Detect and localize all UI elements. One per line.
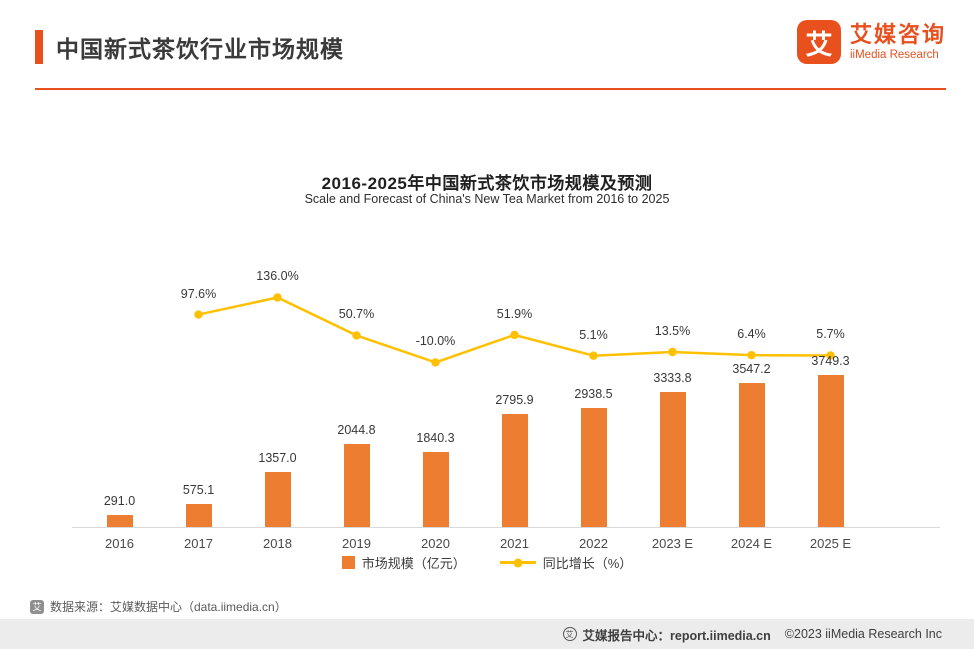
bar-2016 [106,515,133,527]
growth-point [194,310,203,319]
legend-item-yoy-growth: 同比增长（%） [499,553,633,572]
x-axis-label: 2023 E [651,536,694,551]
chart-title: 2016-2025年中国新式茶饮市场规模及预测 [321,174,653,194]
bar-2022 [580,407,607,527]
bar-value-label: 2044.8 [337,423,376,438]
line-series-dot [513,558,523,567]
growth-line-layer [194,293,835,367]
bar-value-label: 1357.0 [258,451,297,465]
x-axis-line [72,527,940,528]
growth-point [589,351,598,360]
x-axis-label: 2022 [579,536,608,551]
legend-label-yoy-growth: 同比增长（%） [542,556,633,571]
report-center-icon: 艾 [562,627,577,641]
growth-value-label: 51.9% [496,306,533,321]
bar-2019 [343,444,370,527]
bar-2024E [738,383,765,527]
plot-area: 291.0 2016 575.1 2017 1357.0 2018 2044.8 2019 18… [72,255,940,551]
bar-value-label: 3333.8 [653,370,692,385]
legend: 市场规模（亿元） 同比增长（%） [0,553,974,572]
growth-point [510,330,519,340]
copyright-text: ©2023 iiMedia Research Inc [784,627,942,641]
growth-value-label: 5.1% [579,327,608,342]
logo-glyph: 艾 [805,29,833,60]
x-axis-label: 2021 [500,536,529,551]
bar-value-label: 1840.3 [416,431,455,446]
source-text: 数据来源：艾媒数据中心（data.iimedia.cn） [50,600,287,614]
bar-2018 [264,472,291,527]
bar-2017 [185,503,212,527]
report-center-text: 艾媒报告中心：report.iimedia.cn [582,628,771,643]
report-center-group: 艾 艾媒报告中心：report.iimedia.cn [562,625,771,644]
bar-value-label: 3749.3 [811,354,850,368]
x-axis-label: 2025 E [809,536,852,551]
title-row: 中国新式茶饮行业市场规模 [35,30,344,64]
x-axis-label: 2018 [263,536,292,551]
x-axis-label: 2020 [421,536,450,551]
iimedia-logo-icon: 艾 [796,20,841,64]
x-axis-label: 2019 [342,536,371,551]
legend-label-market-scale: 市场规模（亿元） [361,556,466,571]
header-divider [35,88,946,90]
growth-value-label: 6.4% [737,327,766,342]
data-source-note: 艾 数据来源：艾媒数据中心（data.iimedia.cn） [30,598,287,615]
growth-value-label: 97.6% [180,286,217,301]
chart-subtitle: Scale and Forecast of China's New Tea Ma… [304,192,670,206]
growth-point [747,350,756,360]
growth-value-label: -10.0% [415,334,456,349]
footer-bar: 艾 艾媒报告中心：report.iimedia.cn ©2023 iiMedia… [0,619,974,649]
legend-item-market-scale: 市场规模（亿元） [341,553,466,572]
bar-2023E [659,391,686,527]
x-axis-label: 2016 [105,536,134,551]
growth-point [273,293,282,302]
growth-point [826,351,835,360]
line-series-swatch [499,558,536,567]
growth-point [431,358,440,367]
growth-value-label: 50.7% [338,307,375,322]
bar-value-label: 2938.5 [574,386,613,401]
bar-value-label: 291.0 [103,494,136,509]
growth-point [352,331,361,340]
bar-series-swatch [341,556,355,569]
growth-point [668,347,677,357]
bar-2021 [501,413,528,527]
brand-name-en: iiMedia Research [849,49,939,62]
bar-2020 [422,452,449,527]
bar-value-label: 3547.2 [732,362,771,377]
source-logo-icon: 艾 [30,599,44,614]
brand-logo: 艾 艾媒咨询 iiMedia Research [796,20,946,64]
x-axis-label: 2017 [184,536,213,551]
x-axis-label: 2024 E [730,536,773,551]
growth-value-label: 5.7% [816,327,845,342]
brand-name-cn: 艾媒咨询 [849,21,946,47]
bar-2025E [817,375,844,527]
growth-value-label: 136.0% [256,269,299,284]
bar-value-label: 2795.9 [495,392,534,407]
bar-value-label: 575.1 [182,482,215,497]
header: 中国新式茶饮行业市场规模 艾 艾媒咨询 iiMedia Research [35,20,946,64]
logo-text: 艾媒咨询 iiMedia Research [849,21,946,62]
page-title: 中国新式茶饮行业市场规模 [56,36,344,62]
title-accent-bar [35,30,43,64]
growth-value-label: 13.5% [654,323,691,338]
